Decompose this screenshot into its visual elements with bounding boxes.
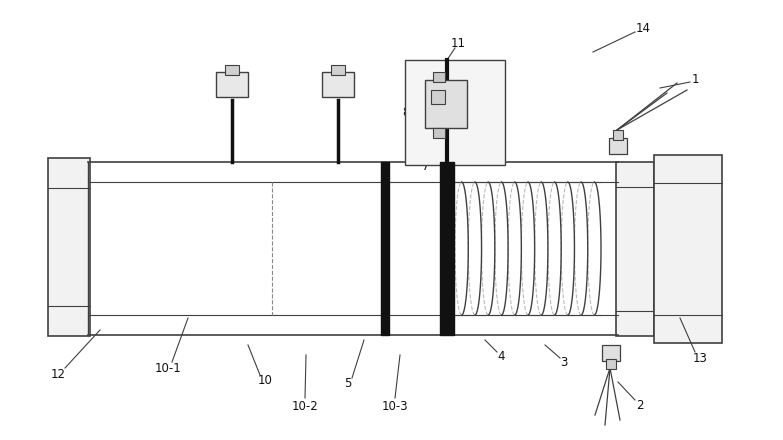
Bar <box>322 72 354 97</box>
Bar <box>331 65 345 75</box>
Bar <box>609 138 627 154</box>
Bar <box>606 359 616 369</box>
Text: 8: 8 <box>402 106 410 118</box>
Text: 7: 7 <box>422 160 430 172</box>
Text: 3: 3 <box>561 356 568 369</box>
Text: 2: 2 <box>637 399 644 411</box>
Bar <box>654 155 722 343</box>
Text: 10-2: 10-2 <box>291 400 319 413</box>
Bar <box>433 128 445 138</box>
Text: 12: 12 <box>50 367 66 381</box>
Text: 14: 14 <box>636 22 651 34</box>
Bar <box>616 162 654 336</box>
Text: 11: 11 <box>450 37 466 50</box>
Bar <box>225 65 239 75</box>
Bar <box>425 80 467 128</box>
Bar <box>440 162 454 335</box>
Text: 9: 9 <box>457 62 465 74</box>
Text: 4: 4 <box>497 349 505 363</box>
Text: 6: 6 <box>482 85 489 99</box>
Text: 5: 5 <box>345 377 352 389</box>
Text: 10-1: 10-1 <box>154 362 182 374</box>
Text: 13: 13 <box>692 352 707 364</box>
Bar <box>602 345 620 361</box>
Bar <box>216 72 248 97</box>
Text: 1: 1 <box>691 73 698 85</box>
Bar <box>613 130 623 140</box>
Bar <box>405 60 505 165</box>
Bar <box>48 158 90 336</box>
Bar <box>381 162 389 335</box>
Bar <box>433 72 445 82</box>
Text: 10: 10 <box>258 374 272 386</box>
Bar <box>431 90 445 104</box>
Text: 10-3: 10-3 <box>381 400 408 413</box>
